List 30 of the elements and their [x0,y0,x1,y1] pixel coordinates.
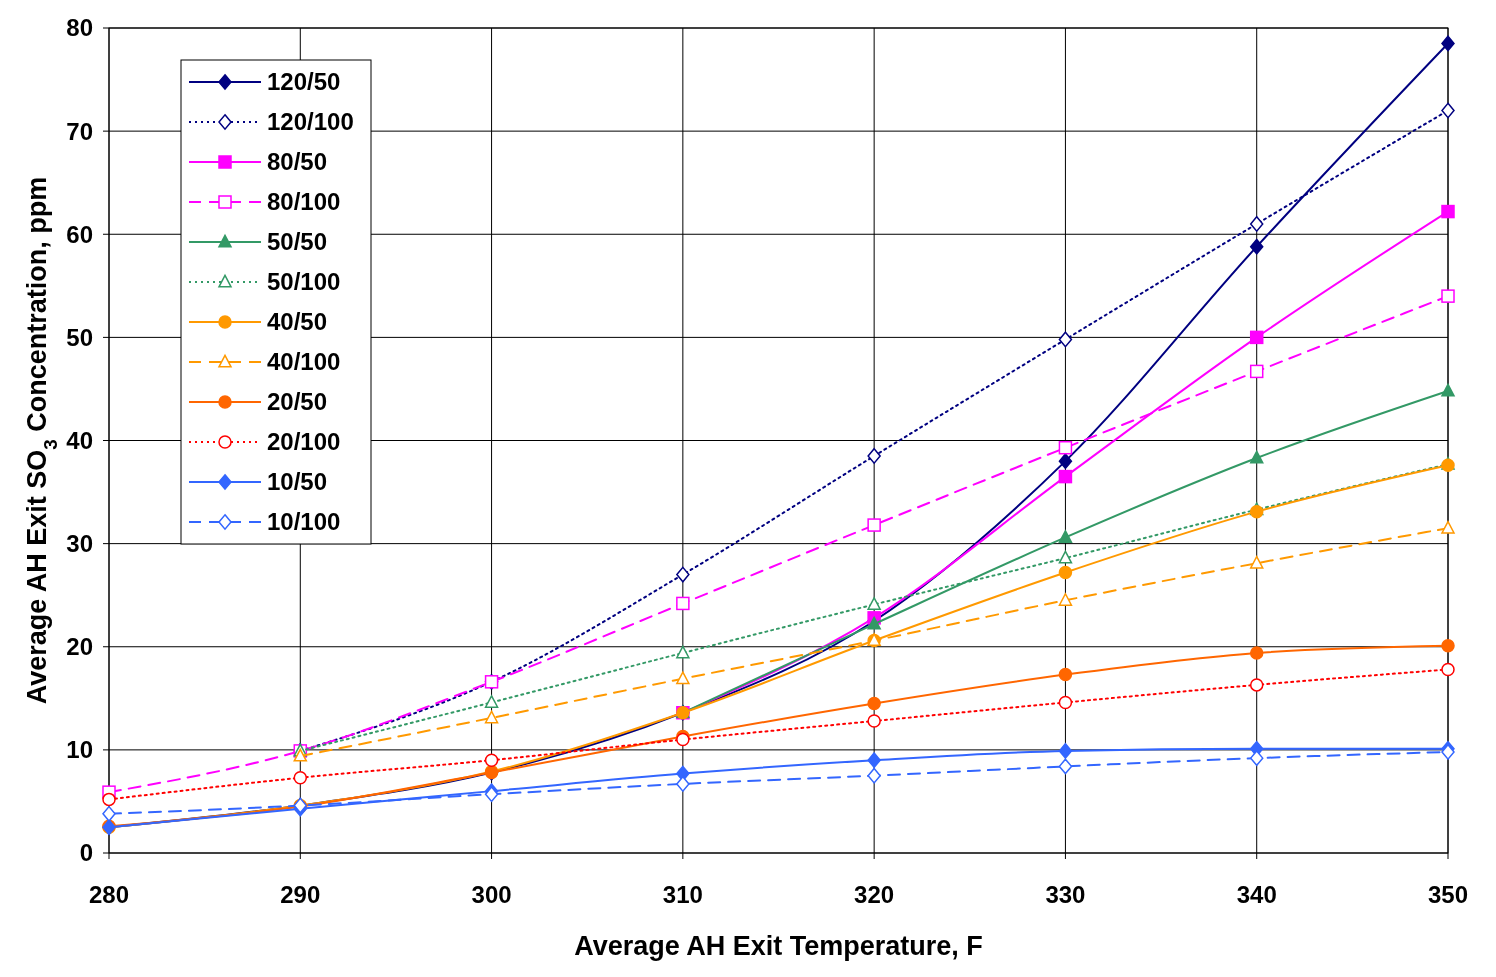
legend-label: 20/100 [267,428,341,456]
x-tick-label: 310 [662,881,703,908]
y-tick-label: 80 [66,14,93,42]
y-tick-label: 20 [66,633,93,661]
x-tick-label: 350 [1427,881,1469,908]
y-tick-label: 0 [79,839,93,867]
x-tick-label: 280 [88,881,130,908]
legend-label: 10/50 [267,468,328,496]
legend-label: 120/50 [267,68,341,96]
legend-label: 80/100 [267,188,341,216]
x-tick-label: 330 [1045,881,1086,908]
x-tick-label: 340 [1236,881,1277,908]
legend-label: 40/100 [267,348,341,376]
x-tick-label: 320 [854,881,895,908]
y-tick-label: 10 [66,736,93,764]
x-tick-label: 300 [471,881,512,908]
y-tick-label: 40 [66,426,93,454]
x-tick-label: 290 [280,881,321,908]
legend-label: 20/50 [267,388,328,416]
x-axis-title: Average AH Exit Temperature, F [574,931,983,961]
y-tick-label: 60 [66,220,93,248]
legend-label: 120/100 [267,108,354,136]
legend-label: 80/50 [267,148,328,176]
legend-label: 40/50 [267,308,328,336]
legend-label: 10/100 [267,508,341,536]
y-tick-label: 50 [66,323,93,351]
legend-label: 50/100 [267,268,341,296]
y-tick-label: 70 [66,117,93,145]
y-tick-label: 30 [66,530,93,558]
legend-label: 50/50 [267,228,328,256]
